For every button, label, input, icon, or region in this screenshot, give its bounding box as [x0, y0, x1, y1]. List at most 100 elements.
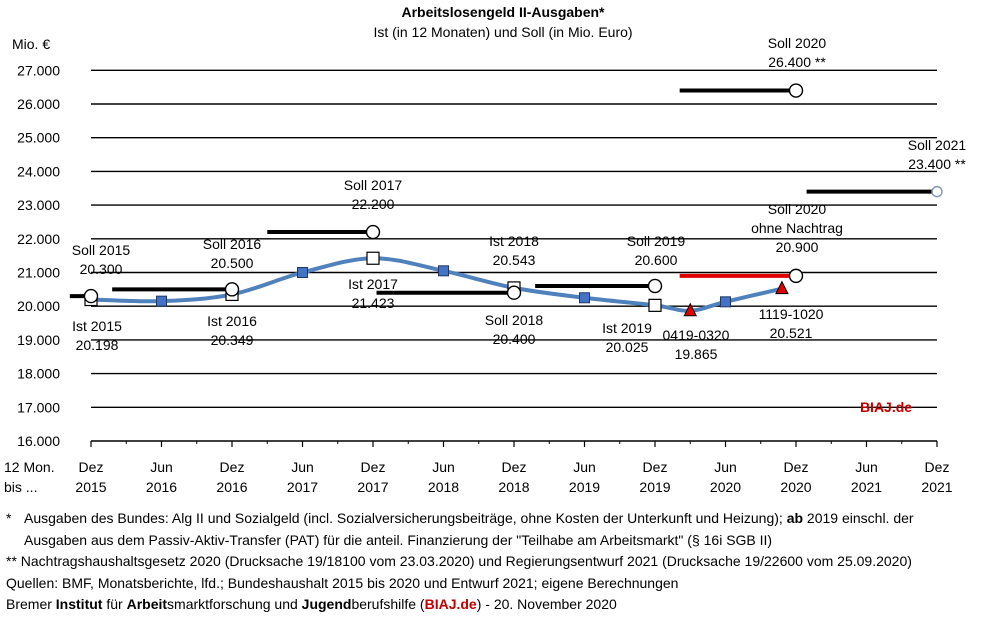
annotation-soll2019: Soll 2019 — [627, 233, 686, 249]
x-tick-month: Dez — [784, 459, 809, 475]
annotation-ist2015: 20.198 — [76, 337, 119, 353]
x-tick-month: Jun — [291, 459, 314, 475]
annotation-ist2016: Ist 2016 — [207, 313, 257, 329]
annotation-soll2017: Soll 2017 — [344, 177, 403, 193]
x-tick-year: 2021 — [921, 479, 952, 495]
footnote-1-bold: ab — [786, 510, 804, 526]
soll-end-marker — [647, 278, 663, 294]
annotation-ist2019: 20.025 — [606, 339, 649, 355]
x-tick-year: 2017 — [357, 479, 388, 495]
credit-d: Arbeit — [126, 596, 168, 612]
x-axis: Dez 2015 Jun 2016 Dez 2016 Jun 2017 Dez 2017 Jun 20… — [75, 440, 953, 495]
ist-line — [89, 256, 784, 313]
x-prefix-line1: 12 Mon. — [4, 459, 55, 475]
annotation-ist2016: 20.349 — [211, 332, 254, 348]
x-prefix-line2: bis ... — [4, 479, 37, 495]
y-tick-label: 18.000 — [17, 366, 60, 382]
soll-end-marker — [224, 282, 240, 297]
y-tick-label: 21.000 — [17, 265, 60, 281]
annotation-tri1: 19.865 — [675, 346, 718, 362]
ist-point — [438, 265, 449, 277]
footnotes: * Ausgaben des Bundes: Alg II und Sozialg… — [6, 508, 991, 616]
annotation-soll2021: 23.400 ** — [908, 156, 966, 172]
y-tick-label: 19.000 — [17, 332, 60, 348]
x-tick-year: 2020 — [780, 479, 811, 495]
y-tick-label: 23.000 — [17, 197, 60, 213]
annotation-soll2018: Soll 2018 — [485, 312, 544, 328]
annotation-ist2019: Ist 2019 — [602, 320, 652, 336]
x-tick-year: 2018 — [498, 479, 529, 495]
x-tick-month: Jun — [714, 459, 737, 475]
annotation-ist2018: Ist 2018 — [489, 233, 539, 249]
credit-f: Jugend — [301, 596, 352, 612]
chart-title: Arbeitslosengeld II-Ausgaben* — [401, 4, 605, 20]
markers — [83, 83, 943, 317]
x-tick-month: Jun — [855, 459, 878, 475]
chart: 16.000 17.000 18.000 19.000 20.000 21.000 22.0… — [4, 4, 966, 495]
ist-year-marker — [648, 298, 662, 312]
x-tick-year: 2016 — [216, 479, 247, 495]
soll-end-marker — [365, 224, 381, 240]
soll-end-marker — [931, 185, 943, 198]
footnote-1: * Ausgaben des Bundes: Alg II und Sozialg… — [6, 508, 991, 530]
footnote-1-cont: Ausgaben aus dem Passiv-Aktiv-Transfer (… — [24, 531, 773, 548]
credit-b: Institut — [55, 596, 103, 612]
footnote-2: ** Nachtragshaushaltsgesetz 2020 (Drucks… — [6, 553, 912, 569]
y-tick-label: 24.000 — [17, 163, 60, 179]
x-tick-year: 2020 — [710, 479, 741, 495]
credit-a: Bremer — [6, 596, 56, 612]
x-tick-month: Dez — [220, 459, 245, 475]
credit-g: berufshilfe ( — [351, 596, 425, 612]
ist-year-marker — [366, 251, 380, 265]
ist-point — [156, 295, 167, 307]
annotation-soll2020: Soll 2020 — [768, 35, 827, 51]
soll-end-marker — [788, 268, 804, 284]
x-tick-month: Jun — [573, 459, 596, 475]
annotation-soll2017: 22.200 — [352, 196, 395, 212]
triangle-marker — [775, 280, 789, 295]
annotation-soll2016: Soll 2016 — [203, 236, 262, 252]
x-tick-year: 2018 — [428, 479, 459, 495]
annotation-tri1: 0419-0320 — [663, 327, 730, 343]
x-tick-month: Jun — [150, 459, 173, 475]
x-tick-year: 2015 — [75, 479, 106, 495]
y-tick-label: 27.000 — [17, 62, 60, 78]
biaj-watermark: BIAJ.de — [860, 399, 912, 415]
annotation-soll2019: 20.600 — [635, 252, 678, 268]
footnote-1-end: 2019 einschl. der — [803, 510, 914, 526]
triangle-marker — [683, 302, 698, 317]
y-unit-label: Mio. € — [12, 36, 50, 52]
footnote-credit: Bremer Institut für Arbeitsmarktforschun… — [6, 594, 991, 616]
footnote-sources: Quellen: BMF, Monatsberichte, lfd.; Bund… — [6, 574, 679, 591]
x-tick-year: 2021 — [851, 479, 882, 495]
x-tick-month: Dez — [361, 459, 386, 475]
ist-point — [720, 296, 731, 308]
biaj-link[interactable]: BIAJ.de — [424, 596, 477, 612]
y-tick-label: 20.000 — [17, 298, 60, 314]
footnote-1-text: Ausgaben des Bundes: Alg II und Sozialge… — [24, 510, 787, 526]
annotation-soll2020on: 20.900 — [776, 239, 819, 255]
annotation-soll2020on: ohne Nachtrag — [751, 220, 843, 236]
credit-e: smarktforschung und — [167, 596, 302, 612]
credit-c: für — [102, 596, 127, 612]
annotation-soll2015: Soll 2015 — [72, 242, 131, 258]
annotation-soll2015: 20.300 — [80, 261, 123, 277]
ist-series — [89, 256, 784, 313]
y-tick-label: 25.000 — [17, 130, 60, 146]
footnote-1-star: * — [6, 510, 12, 526]
y-tick-label: 17.000 — [17, 399, 60, 415]
x-tick-month: Dez — [79, 459, 104, 475]
soll-end-marker — [788, 83, 804, 98]
x-tick-year: 2019 — [569, 479, 600, 495]
annotation-ist2018: 20.543 — [493, 252, 536, 268]
chart-subtitle: Ist (in 12 Monaten) und Soll (in Mio. Eu… — [373, 24, 632, 40]
x-tick-year: 2017 — [287, 479, 318, 495]
soll-end-marker — [506, 285, 522, 300]
x-tick-month: Dez — [643, 459, 668, 475]
annotation-tri2: 20.521 — [770, 325, 813, 341]
annotation-ist2017: 21.423 — [352, 295, 395, 311]
soll-end-marker — [83, 288, 99, 304]
x-tick-month: Dez — [502, 459, 527, 475]
annotation-tri2: 1119-1020 — [759, 306, 824, 322]
annotation-soll2020on: Soll 2020 — [768, 201, 827, 217]
